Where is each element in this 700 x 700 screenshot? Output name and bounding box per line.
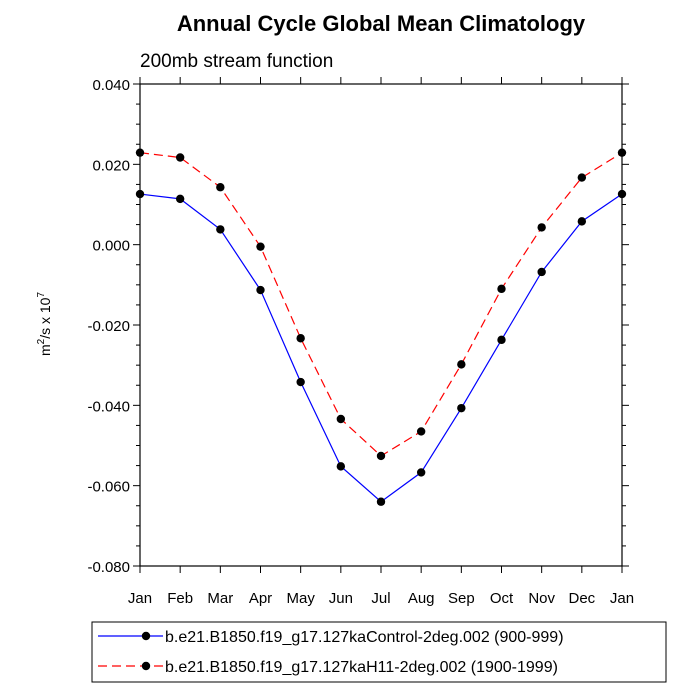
- data-point-s1: [457, 360, 466, 369]
- legend-box: [91, 621, 667, 683]
- data-point-s0: [376, 497, 386, 506]
- data-point-s1: [376, 451, 386, 461]
- chart-title: Annual Cycle Global Mean Climatology: [177, 11, 586, 36]
- series-line-1: [139, 152, 623, 457]
- data-point-s1: [416, 427, 426, 436]
- y-tick-label: -0.080: [87, 559, 130, 576]
- data-point-s1: [537, 223, 546, 232]
- data-point-s0: [537, 267, 546, 277]
- legend-marker-h11: [141, 661, 151, 671]
- data-point-s0: [296, 377, 305, 387]
- x-tick-label: Feb: [167, 590, 193, 607]
- y-tick-label: 0.020: [92, 157, 130, 174]
- y-tick-label: -0.060: [87, 479, 130, 496]
- data-point-s1: [497, 284, 506, 294]
- data-point-s0: [256, 285, 265, 295]
- x-tick-label: Jan: [610, 590, 634, 607]
- y-tick-label: 0.040: [92, 77, 130, 94]
- data-point-s1: [175, 153, 185, 162]
- y-axis-label: m2/s x 107: [36, 292, 53, 356]
- x-tick-label: Jun: [329, 590, 353, 607]
- data-point-s1: [577, 173, 587, 182]
- x-tick-label: Sep: [448, 590, 475, 607]
- x-tick-label: Jan: [128, 590, 152, 607]
- data-point-s0: [336, 462, 346, 471]
- plot-frame: [139, 83, 623, 567]
- x-tick-label: Nov: [528, 590, 555, 607]
- data-point-s0: [416, 468, 426, 477]
- chart-subtitle: 200mb stream function: [140, 51, 333, 72]
- data-point-s0: [457, 403, 466, 413]
- legend: b.e21.B1850.f19_g17.127kaControl-2deg.00…: [91, 621, 667, 683]
- data-point-s1: [336, 414, 346, 424]
- data-point-s1: [216, 183, 225, 192]
- legend-label-control: b.e21.B1850.f19_g17.127kaControl-2deg.00…: [165, 629, 564, 646]
- data-point-s0: [216, 225, 225, 234]
- data-point-s0: [497, 335, 506, 345]
- data-point-s1: [296, 334, 305, 343]
- y-tick-label: -0.020: [87, 318, 130, 335]
- x-tick-label: Aug: [408, 590, 435, 607]
- legend-marker-control: [141, 631, 151, 641]
- data-point-s0: [577, 217, 587, 226]
- x-tick-label: Jul: [371, 590, 390, 607]
- x-tick-label: Oct: [490, 590, 514, 607]
- x-tick-label: May: [286, 590, 315, 607]
- data-point-s1: [256, 242, 265, 251]
- x-tick-label: Dec: [568, 590, 595, 607]
- x-tick-label: Mar: [207, 590, 233, 607]
- y-tick-label: 0.000: [92, 238, 130, 255]
- data-point-s0: [175, 194, 185, 204]
- legend-label-h11: b.e21.B1850.f19_g17.127kaH11-2deg.002 (1…: [165, 659, 558, 676]
- y-tick-label: -0.040: [87, 398, 130, 415]
- x-tick-label: Apr: [249, 590, 272, 607]
